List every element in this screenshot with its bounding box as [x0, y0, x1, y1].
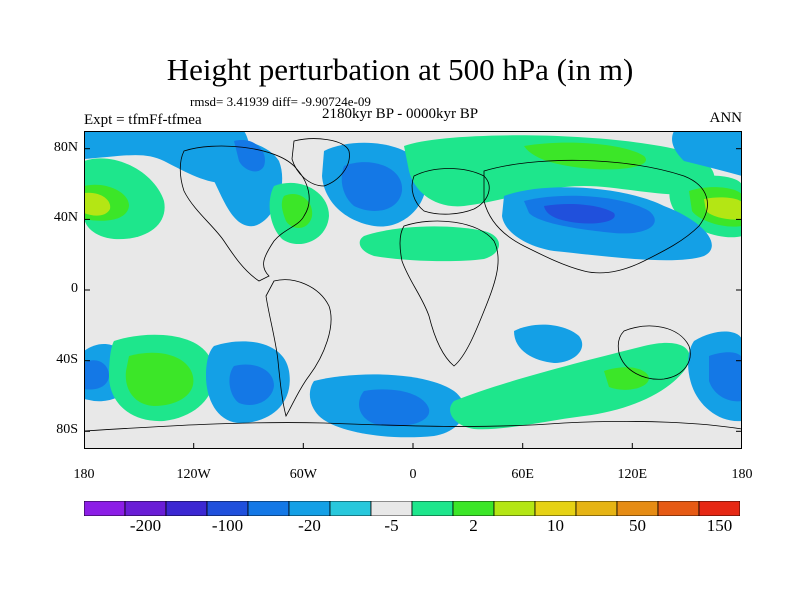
lat-label: 40N: [53, 210, 78, 226]
colorbar-swatch: [206, 501, 249, 516]
colorbar-swatch: [698, 501, 740, 516]
contour-high-southern-indian-core: [604, 367, 649, 390]
colorbar-swatch: [84, 501, 126, 516]
colorbar-swatch: [616, 501, 659, 516]
map-title: Height perturbation at 500 hPa (in m): [166, 52, 634, 87]
contour-high-north-pacific-east-peak: [704, 197, 742, 220]
contour-low-siberia-peak: [544, 203, 615, 224]
lat-label: 0: [71, 281, 78, 296]
contour-low-south-america-core: [229, 364, 274, 406]
contour-high-north-pacific-west-peak: [84, 192, 111, 216]
coast-greenland: [291, 138, 350, 187]
coast-africa: [399, 220, 499, 367]
colorbar-swatch: [534, 501, 577, 516]
colorbar: [84, 501, 740, 516]
lat-label: 80S: [56, 422, 78, 438]
lat-label: 40S: [56, 351, 78, 367]
lon-label: 0: [409, 467, 417, 482]
colorbar-swatch: [493, 501, 536, 516]
colorbar-label: -20: [298, 516, 321, 535]
coast-europe: [411, 168, 490, 215]
colorbar-label: 50: [629, 516, 646, 535]
contour-low-arctic-east: [672, 131, 742, 176]
contour-high-north-atlantic-west-core: [281, 193, 313, 228]
colorbar-swatch: [370, 501, 413, 516]
contour-high-southern-indian: [450, 342, 690, 430]
height-perturbation-map: [84, 131, 742, 449]
lat-label: 80N: [53, 139, 78, 155]
lon-label: 180: [731, 467, 753, 482]
coast-antarctica: [84, 420, 742, 432]
contour-high-arctic-eurasia-core: [524, 142, 646, 170]
colorbar-swatch: [411, 501, 454, 516]
colorbar-swatch: [288, 501, 331, 516]
coast-asia: [483, 159, 708, 274]
colorbar-swatch: [247, 501, 290, 516]
colorbar-label: 10: [547, 516, 564, 535]
contour-low-north-atlantic-core: [341, 162, 403, 211]
contour-high-north-africa: [359, 226, 499, 262]
contour-low-south-pacific-east-core: [709, 352, 742, 402]
colorbar-swatch: [452, 501, 495, 516]
colorbar-swatch: [329, 501, 372, 516]
colorbar-label: 150: [706, 516, 733, 535]
lon-label: 180: [73, 467, 95, 482]
contour-low-south-pacific-west-core: [84, 360, 109, 390]
coastlines: [84, 138, 742, 432]
map-frame: [84, 131, 742, 449]
lon-label: 60W: [289, 467, 317, 482]
coast-australia: [617, 325, 691, 380]
coast-north-america: [179, 145, 310, 282]
colorbar-swatch: [165, 501, 208, 516]
season-label: ANN: [709, 110, 743, 126]
contour-low-south-atlantic-core: [359, 389, 430, 427]
colorbar-swatch: [575, 501, 618, 516]
colorbar-swatch: [124, 501, 167, 516]
lon-label: 60E: [511, 467, 534, 482]
colorbar-label: -200: [129, 516, 162, 535]
lon-label: 120E: [617, 467, 648, 482]
colorbar-label: -5: [384, 516, 399, 535]
colorbar-label: 2: [469, 516, 478, 535]
colorbar-swatch: [657, 501, 700, 516]
coast-south-america: [265, 279, 332, 418]
contour-low-canada-core: [234, 140, 265, 172]
experiment-label: Expt = tfmFf-tfmea: [84, 112, 202, 128]
contour-high-south-pacific-core: [125, 352, 194, 406]
stats-text: rmsd= 3.41939 diff= -9.90724e-09: [190, 94, 371, 109]
contour-low-indian-ocean: [514, 324, 583, 363]
lon-label: 120W: [176, 467, 211, 482]
period-text: 2180kyr BP - 0000kyr BP: [321, 106, 479, 122]
colorbar-label: -100: [211, 516, 244, 535]
